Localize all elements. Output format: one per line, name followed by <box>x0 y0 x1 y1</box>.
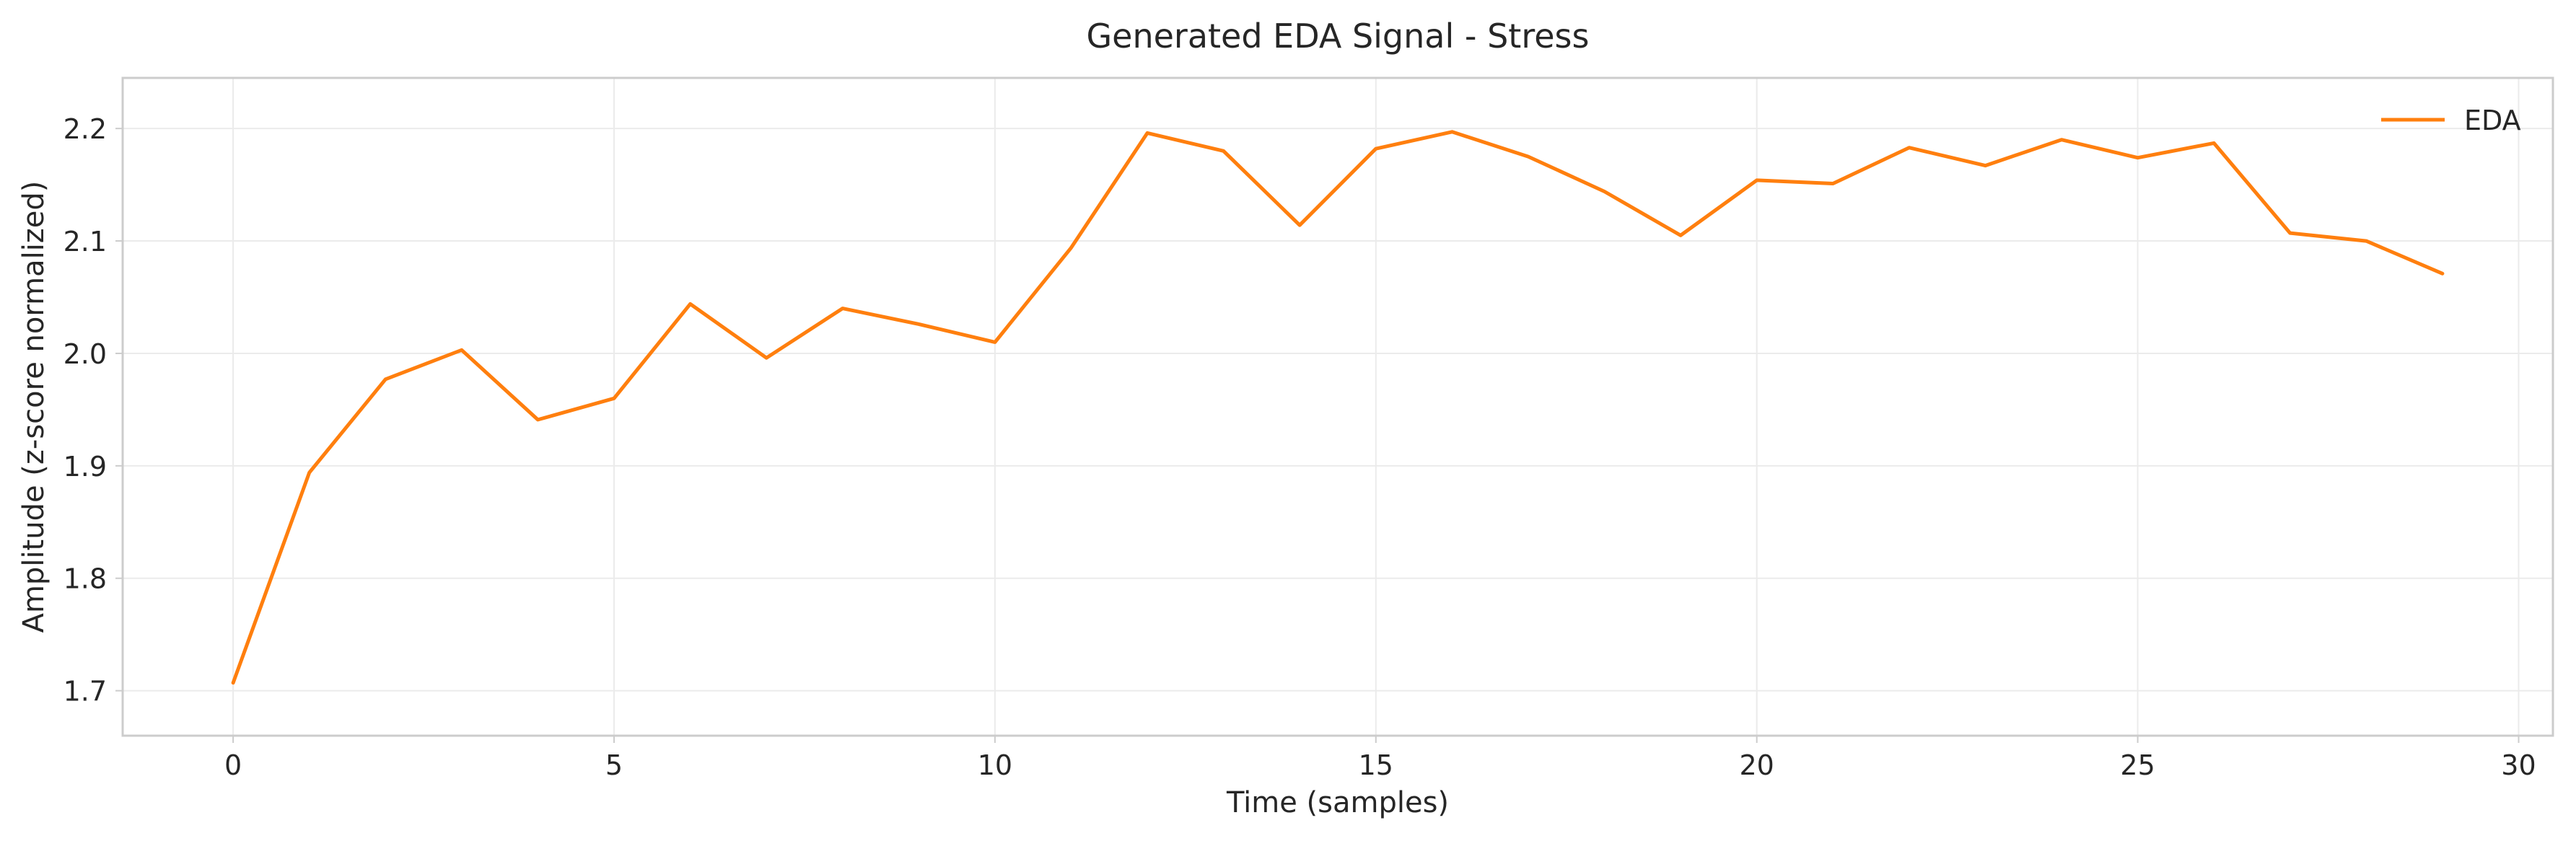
x-tick-label: 20 <box>1740 749 1774 781</box>
legend: EDA <box>2381 105 2521 136</box>
x-tick-label: 10 <box>978 749 1012 781</box>
chart-title: Generated EDA Signal - Stress <box>1087 17 1590 56</box>
y-tick-label: 1.7 <box>63 676 107 708</box>
y-tick-label: 1.9 <box>63 451 107 483</box>
plot-frame <box>121 76 2554 737</box>
legend-label-eda: EDA <box>2464 105 2521 136</box>
y-tick-label: 2.2 <box>63 113 107 145</box>
series-lines <box>231 130 2445 685</box>
x-tick-label: 0 <box>224 749 242 781</box>
y-axis-label: Amplitude (z-score normalized) <box>17 181 51 633</box>
grid <box>123 78 2553 736</box>
x-axis-ticks: 0 5 10 15 20 25 30 <box>224 736 2536 781</box>
series-line-eda <box>231 130 2445 685</box>
x-axis-label: Time (samples) <box>1226 786 1449 819</box>
x-tick-label: 5 <box>605 749 623 781</box>
y-tick-label: 2.0 <box>63 338 107 370</box>
y-tick-label: 2.1 <box>63 226 107 257</box>
y-axis-ticks: 1.7 1.8 1.9 2.0 2.1 2.2 <box>63 113 123 708</box>
x-tick-label: 30 <box>2501 749 2536 781</box>
x-tick-label: 25 <box>2120 749 2155 781</box>
y-tick-label: 1.8 <box>63 563 107 595</box>
x-tick-label: 15 <box>1359 749 1393 781</box>
